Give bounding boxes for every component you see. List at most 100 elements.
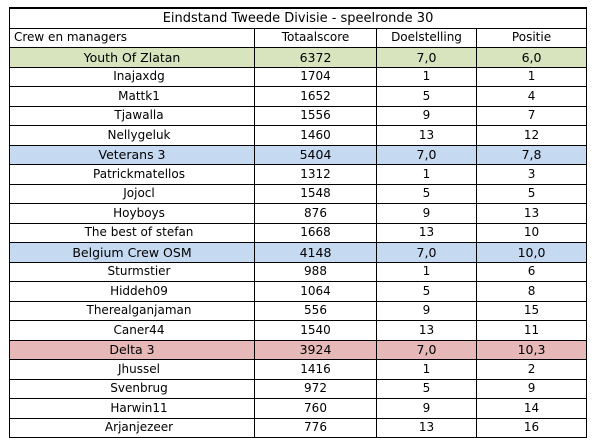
manager-goal: 1 [376,164,477,185]
manager-row: Mattk1 1652 5 4 [9,86,588,107]
crew-row: Belgium Crew OSM 4148 7,0 10,0 [9,242,588,263]
manager-position: 13 [475,203,588,224]
manager-position: 11 [475,320,588,341]
crew-name: Delta 3 [9,339,255,360]
standings-table: Eindstand Tweede Divisie - speelronde 30… [8,7,588,438]
manager-row: Inajaxdg 1704 1 1 [9,66,588,87]
manager-goal: 1 [376,359,477,380]
manager-position: 4 [475,86,588,107]
manager-name: Harwin11 [9,398,255,419]
manager-score: 1652 [254,86,377,107]
manager-row: Jojocl 1548 5 5 [9,183,588,204]
crew-name: Belgium Crew OSM [9,242,255,263]
crew-name: Veterans 3 [9,144,255,165]
manager-row: Therealganjaman 556 9 15 [9,300,588,321]
header-name: Crew en managers [9,27,255,48]
manager-position: 3 [475,164,588,185]
manager-name: Therealganjaman [9,300,255,321]
crew-position: 6,0 [475,47,588,68]
manager-position: 5 [475,183,588,204]
manager-goal: 5 [376,183,477,204]
manager-score: 876 [254,203,377,224]
header-position: Positie [475,27,588,48]
crew-score: 6372 [254,47,377,68]
manager-name: Patrickmatellos [9,164,255,185]
manager-name: Hiddeh09 [9,281,255,302]
crew-row: Veterans 3 5404 7,0 7,8 [9,144,588,165]
manager-row: Caner44 1540 13 11 [9,320,588,341]
manager-score: 1548 [254,183,377,204]
manager-name: Sturmstier [9,261,255,282]
manager-position: 8 [475,281,588,302]
manager-position: 16 [475,417,588,438]
manager-score: 1312 [254,164,377,185]
manager-position: 2 [475,359,588,380]
manager-name: The best of stefan [9,222,255,243]
manager-row: Hoyboys 876 9 13 [9,203,588,224]
manager-goal: 13 [376,417,477,438]
crew-row: Youth Of Zlatan 6372 7,0 6,0 [9,47,588,68]
manager-name: Nellygeluk [9,125,255,146]
manager-score: 1704 [254,66,377,87]
crew-position: 10,0 [475,242,588,263]
manager-goal: 5 [376,86,477,107]
manager-goal: 13 [376,320,477,341]
manager-goal: 9 [376,398,477,419]
crew-score: 4148 [254,242,377,263]
manager-score: 1460 [254,125,377,146]
manager-goal: 5 [376,378,477,399]
manager-score: 1416 [254,359,377,380]
manager-row: Arjanjezeer 776 13 16 [9,417,588,438]
manager-score: 1540 [254,320,377,341]
manager-name: Arjanjezeer [9,417,255,438]
manager-name: Inajaxdg [9,66,255,87]
header-score: Totaalscore [254,27,377,48]
manager-score: 1556 [254,105,377,126]
manager-position: 10 [475,222,588,243]
crew-score: 3924 [254,339,377,360]
manager-position: 7 [475,105,588,126]
manager-row: Nellygeluk 1460 13 12 [9,125,588,146]
crew-score: 5404 [254,144,377,165]
crew-goal: 7,0 [376,144,477,165]
manager-position: 9 [475,378,588,399]
manager-position: 6 [475,261,588,282]
manager-position: 14 [475,398,588,419]
manager-row: Svenbrug 972 5 9 [9,378,588,399]
manager-row: Hiddeh09 1064 5 8 [9,281,588,302]
manager-name: Mattk1 [9,86,255,107]
manager-goal: 9 [376,105,477,126]
crew-goal: 7,0 [376,339,477,360]
crew-position: 7,8 [475,144,588,165]
manager-row: Harwin11 760 9 14 [9,398,588,419]
manager-position: 12 [475,125,588,146]
header-goal: Doelstelling [376,27,477,48]
manager-row: Tjawalla 1556 9 7 [9,105,588,126]
manager-name: Hoyboys [9,203,255,224]
manager-name: Caner44 [9,320,255,341]
crew-position: 10,3 [475,339,588,360]
manager-row: Sturmstier 988 1 6 [9,261,588,282]
table-title: Eindstand Tweede Divisie - speelronde 30 [8,7,588,29]
title-row: Eindstand Tweede Divisie - speelronde 30 [8,7,588,29]
crew-goal: 7,0 [376,47,477,68]
manager-goal: 13 [376,222,477,243]
manager-row: Jhussel 1416 1 2 [9,359,588,380]
manager-row: Patrickmatellos 1312 1 3 [9,164,588,185]
manager-name: Jojocl [9,183,255,204]
crew-goal: 7,0 [376,242,477,263]
manager-goal: 1 [376,66,477,87]
manager-goal: 9 [376,300,477,321]
manager-score: 776 [254,417,377,438]
manager-score: 556 [254,300,377,321]
crew-name: Youth Of Zlatan [9,47,255,68]
manager-row: The best of stefan 1668 13 10 [9,222,588,243]
manager-score: 988 [254,261,377,282]
manager-score: 760 [254,398,377,419]
manager-position: 15 [475,300,588,321]
manager-goal: 1 [376,261,477,282]
manager-score: 1668 [254,222,377,243]
crew-row: Delta 3 3924 7,0 10,3 [9,339,588,360]
manager-name: Tjawalla [9,105,255,126]
manager-name: Jhussel [9,359,255,380]
